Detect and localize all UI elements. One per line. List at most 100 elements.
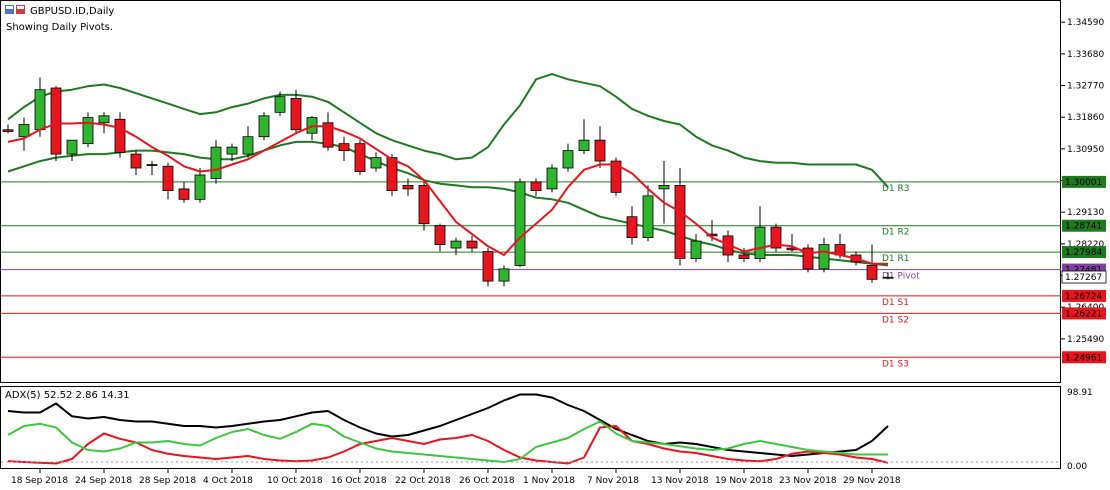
- time-tick-label: 19 Nov 2018: [715, 476, 773, 486]
- candle-body: [322, 122, 334, 148]
- level-price-label: 1.27984: [1065, 248, 1102, 258]
- level-price-label: 1.24961: [1065, 353, 1102, 363]
- candle-body: [594, 139, 606, 162]
- price-tick-label: 1.31860: [1067, 113, 1104, 123]
- time-tick-label: 16 Oct 2018: [331, 476, 387, 486]
- candle-body: [274, 96, 286, 113]
- level-price-tag: [1062, 351, 1106, 364]
- price-tick-label: 1.29130: [1067, 208, 1104, 218]
- indicator-panel-frame: [0, 386, 1061, 469]
- price-axis: 1.34590 1.33680 1.32770 1.31860 1.30950 1.300…: [1061, 18, 1107, 364]
- adx-plus-di-line: [7, 425, 889, 465]
- candle-body: [354, 143, 366, 172]
- candle-body: [178, 188, 190, 200]
- current-price-label: 1.27267: [1065, 273, 1102, 283]
- candle-body: [674, 185, 686, 259]
- candle-body: [290, 98, 302, 131]
- price-tick-label: 1.25490: [1067, 335, 1104, 345]
- candle-body: [2, 129, 14, 132]
- level-price-label: 1.27481: [1065, 266, 1102, 276]
- pivot-level-label: D1 R2: [882, 228, 910, 238]
- time-tick-label: 22 Oct 2018: [395, 476, 451, 486]
- price-tick-label: 1.30950: [1067, 145, 1104, 155]
- pivot-level-label: D1 S3: [882, 359, 909, 369]
- adx-indicator: 98.91 0.00: [1, 388, 1093, 472]
- candle-body: [98, 115, 110, 124]
- chart-title: GBPUSD.ID,Daily: [30, 6, 114, 17]
- moving-average: [7, 121, 888, 265]
- candle-body: [130, 153, 142, 169]
- candle-body: [882, 276, 894, 279]
- price-tick-label: 1.32770: [1067, 82, 1104, 92]
- price-tick-label: 1.28220: [1067, 240, 1104, 250]
- candle-body: [242, 136, 254, 155]
- candle-body: [82, 117, 94, 145]
- candle-body: [754, 226, 766, 259]
- level-price-label: 1.28741: [1065, 222, 1102, 232]
- candle-body: [514, 181, 526, 266]
- candle-body: [370, 157, 382, 169]
- candle-body: [466, 240, 478, 249]
- adx-title: ADX(5) 52.52 2.86 14.31: [5, 390, 130, 401]
- adx-minus-di-line: [7, 420, 888, 463]
- candle-body: [338, 143, 350, 152]
- level-price-label: 1.26221: [1065, 309, 1102, 319]
- candle-body: [546, 167, 558, 190]
- time-tick-label: 4 Oct 2018: [203, 476, 253, 486]
- candle-body: [34, 89, 46, 131]
- level-price-label: 1.26724: [1065, 292, 1102, 302]
- candle-body: [818, 244, 830, 270]
- time-tick-label: 7 Nov 2018: [587, 476, 639, 486]
- candle-body: [802, 247, 814, 270]
- level-price-tag: [1062, 219, 1106, 232]
- time-tick-label: 26 Oct 2018: [459, 476, 515, 486]
- candle-body: [706, 233, 718, 237]
- candle-body: [434, 225, 446, 245]
- pivot-level-label: D1 S1: [882, 298, 909, 308]
- time-tick-label: 24 Sep 2018: [75, 476, 132, 486]
- candle-body: [50, 87, 62, 155]
- candle-body: [194, 174, 206, 200]
- time-tick-label: 29 Nov 2018: [843, 476, 901, 486]
- pivot-level-label: D1 S2: [882, 315, 909, 325]
- candle-body: [610, 160, 622, 193]
- candle-body: [482, 251, 494, 282]
- candle-body: [210, 146, 222, 179]
- candle-body: [162, 165, 174, 192]
- chart-window-icon: [5, 5, 25, 14]
- adx-tick-label: 0.00: [1067, 462, 1087, 472]
- candle-body: [226, 146, 238, 155]
- candle-body: [658, 185, 670, 190]
- adx-tick-label: 98.91: [1067, 388, 1093, 398]
- candle-body: [386, 157, 398, 192]
- pivot-level-label: D1 R3: [882, 184, 910, 194]
- candle-body: [642, 195, 654, 239]
- price-tick-label: 1.33680: [1067, 50, 1104, 60]
- candles: [2, 77, 894, 287]
- moving-average-line: [7, 121, 888, 265]
- upper-band-line: [7, 73, 889, 188]
- candle-body: [690, 240, 702, 259]
- main-panel-frame: [0, 0, 1061, 383]
- candle-body: [418, 185, 430, 225]
- level-price-tag: [1062, 175, 1106, 188]
- level-price-tag: [1062, 289, 1106, 302]
- candle-body: [770, 226, 782, 249]
- time-tick-label: 28 Sep 2018: [139, 476, 196, 486]
- candle-body: [450, 240, 462, 249]
- time-axis: 18 Sep 2018 24 Sep 2018 28 Sep 2018 4 Oct 2…: [11, 469, 901, 486]
- candle-body: [66, 139, 78, 155]
- candle-body: [146, 164, 158, 166]
- level-price-tag: [1062, 307, 1106, 320]
- time-tick-label: 18 Sep 2018: [11, 476, 68, 486]
- candle-body: [402, 185, 414, 190]
- level-price-tag: [1062, 246, 1106, 259]
- time-tick-label: 13 Nov 2018: [651, 476, 709, 486]
- price-tick-label: 1.34590: [1067, 18, 1104, 28]
- candle-body: [738, 254, 750, 259]
- candle-body: [562, 150, 574, 169]
- lower-band-line: [7, 140, 889, 267]
- candle-body: [578, 139, 590, 152]
- current-price-tag: [1061, 270, 1107, 284]
